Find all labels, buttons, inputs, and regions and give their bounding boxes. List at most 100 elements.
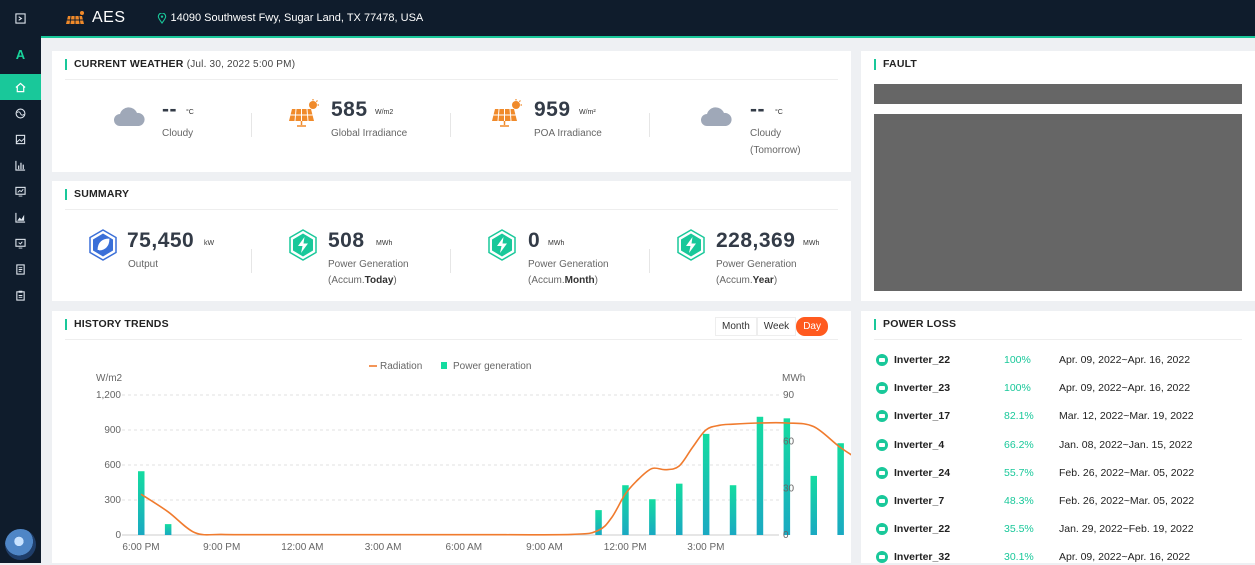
power-loss-row[interactable]: Inverter_32 30.1% Apr. 09, 2022~Apr. 16, 2… xyxy=(876,549,1246,565)
area-chart-icon[interactable] xyxy=(0,204,41,230)
power-generation-bar xyxy=(783,418,791,535)
weather-temp-unit: °C xyxy=(186,109,194,116)
report-icon[interactable] xyxy=(0,256,41,282)
today-generation-label: Power Generation xyxy=(328,259,409,270)
power-loss-row[interactable]: Inverter_24 55.7% Feb. 26, 2022~Mar. 05, 2… xyxy=(876,465,1246,481)
inverter-name: Inverter_4 xyxy=(894,438,945,451)
loss-percent: 100% xyxy=(1004,354,1031,366)
solar-logo-icon xyxy=(66,11,84,25)
loss-percent: 100% xyxy=(1004,382,1031,395)
month-generation-sublabel: (Accum.Month) xyxy=(528,273,598,289)
x-tick-label: 3:00 PM xyxy=(687,542,724,553)
weather-condition: Cloudy xyxy=(162,128,194,139)
loss-percent: 66.2% xyxy=(1004,438,1034,451)
loss-percent: 35.5% xyxy=(1004,523,1034,536)
y-left-tick-label: 1,200 xyxy=(96,390,121,401)
app-title: AES xyxy=(92,9,126,26)
loss-date-range: Feb. 26, 2022~Mar. 05, 2022 xyxy=(1059,466,1195,479)
tomorrow-condition: Cloudy xyxy=(750,128,782,139)
separator xyxy=(874,339,1242,340)
loss-date-range: Mar. 12, 2022~Mar. 19, 2022 xyxy=(1059,410,1194,423)
sidebar: A xyxy=(0,0,41,563)
today-generation-value: 508 xyxy=(328,229,365,252)
user-initial[interactable]: A xyxy=(15,46,26,62)
power-loss-row[interactable]: Inverter_22 35.5% Jan. 29, 2022~Feb. 19, 2… xyxy=(876,521,1246,537)
summary-title: SUMMARY xyxy=(65,189,129,200)
sublabel-suffix: ) xyxy=(773,275,778,286)
power-generation-bar xyxy=(729,485,737,535)
fault-placeholder-bar xyxy=(874,84,1242,104)
inverter-name: Inverter_22 xyxy=(894,523,951,536)
current-weather-title: CURRENT WEATHER (Jul. 30, 2022 5:00 PM) xyxy=(65,59,295,70)
globe-icon[interactable] xyxy=(0,100,41,126)
summary-card: SUMMARY 75,450 kW Output 508 MWh Power G… xyxy=(52,181,851,301)
home-icon[interactable] xyxy=(0,74,41,100)
tomorrow-sublabel: (Tomorrow) xyxy=(750,145,801,156)
inverter-icon xyxy=(876,523,888,536)
power-generation-bar xyxy=(702,433,710,535)
y-left-tick-label: 300 xyxy=(104,495,121,506)
bolt-hexagon-icon xyxy=(677,229,705,261)
global-irradiance-label: Global Irradiance xyxy=(331,128,408,139)
monitor-chart-icon[interactable] xyxy=(0,178,41,204)
period-tabs: Month Week Day xyxy=(715,317,828,336)
tab-week[interactable]: Week xyxy=(756,317,797,336)
y-right-tick-label: 60 xyxy=(783,437,795,448)
divider xyxy=(450,249,451,273)
tab-day[interactable]: Day xyxy=(796,317,828,336)
year-generation-value: 228,369 xyxy=(716,229,796,252)
year-generation-unit: MWh xyxy=(803,240,820,247)
divider xyxy=(251,249,252,273)
sublabel-period: Month xyxy=(564,275,595,286)
y-left-tick-label: 600 xyxy=(104,460,121,471)
solar-panel-icon xyxy=(289,99,319,127)
history-trends-card: HISTORY TRENDS Month Week Day 1,200 900 60… xyxy=(52,311,851,563)
x-tick-label: 6:00 AM xyxy=(445,542,482,553)
separator xyxy=(65,209,838,210)
poa-irradiance-label: POA Irradiance xyxy=(534,128,602,139)
tomorrow-temp-value: -- xyxy=(750,98,765,121)
power-generation-bar xyxy=(649,499,656,535)
current-weather-date: (Jul. 30, 2022 5:00 PM) xyxy=(186,59,296,70)
x-tick-label: 6:00 PM xyxy=(122,542,159,553)
global-irradiance-value: 585 xyxy=(331,98,368,121)
image-icon[interactable] xyxy=(0,126,41,152)
tab-month[interactable]: Month xyxy=(715,317,757,336)
separator xyxy=(65,79,838,80)
inverter-icon xyxy=(876,354,888,366)
loss-date-range: Apr. 09, 2022~Apr. 16, 2022 xyxy=(1059,382,1191,395)
loss-date-range: Apr. 09, 2022~Apr. 16, 2022 xyxy=(1059,551,1191,564)
fault-placeholder-panel xyxy=(874,114,1242,291)
inverter-icon xyxy=(876,410,888,423)
today-generation-sublabel: (Accum.Today) xyxy=(328,273,397,289)
power-loss-row[interactable]: Inverter_7 48.3% Feb. 26, 2022~Mar. 05, 20… xyxy=(876,493,1246,509)
month-generation-label: Power Generation xyxy=(528,259,609,270)
global-irradiance-unit: W/m2 xyxy=(375,109,394,116)
poa-irradiance-value: 959 xyxy=(534,98,571,121)
power-generation-bar xyxy=(164,524,172,535)
screen-icon[interactable] xyxy=(0,230,41,256)
sublabel-prefix: (Accum. xyxy=(528,275,565,286)
power-loss-row[interactable]: Inverter_17 82.1% Mar. 12, 2022~Mar. 19, 2… xyxy=(876,408,1246,424)
tomorrow-temp-unit: °C xyxy=(775,109,783,116)
y-right-tick-label: 90 xyxy=(783,390,795,401)
clipboard-icon[interactable] xyxy=(0,282,41,308)
bar-chart-icon[interactable] xyxy=(0,152,41,178)
sublabel-prefix: (Accum. xyxy=(328,275,365,286)
month-generation-unit: MWh xyxy=(548,240,565,247)
divider xyxy=(450,113,451,137)
inverter-icon xyxy=(876,466,888,479)
month-generation-value: 0 xyxy=(528,229,541,252)
avatar[interactable] xyxy=(5,529,36,560)
power-generation-bar xyxy=(138,471,145,535)
power-loss-row[interactable]: Inverter_22 100% Apr. 09, 2022~Apr. 16, 20… xyxy=(876,352,1246,368)
x-tick-label: 9:00 PM xyxy=(203,542,240,553)
collapse-icon[interactable] xyxy=(0,5,41,31)
power-loss-row[interactable]: Inverter_4 66.2% Jan. 08, 2022~Jan. 15, 20… xyxy=(876,437,1246,453)
top-bar: AES 14090 Southwest Fwy, Sugar Land, TX … xyxy=(41,0,1255,38)
power-loss-row[interactable]: Inverter_23 100% Apr. 09, 2022~Apr. 16, 20… xyxy=(876,380,1246,396)
radiation-line xyxy=(140,421,851,536)
divider xyxy=(649,113,650,137)
x-tick-label: 12:00 PM xyxy=(604,542,647,553)
